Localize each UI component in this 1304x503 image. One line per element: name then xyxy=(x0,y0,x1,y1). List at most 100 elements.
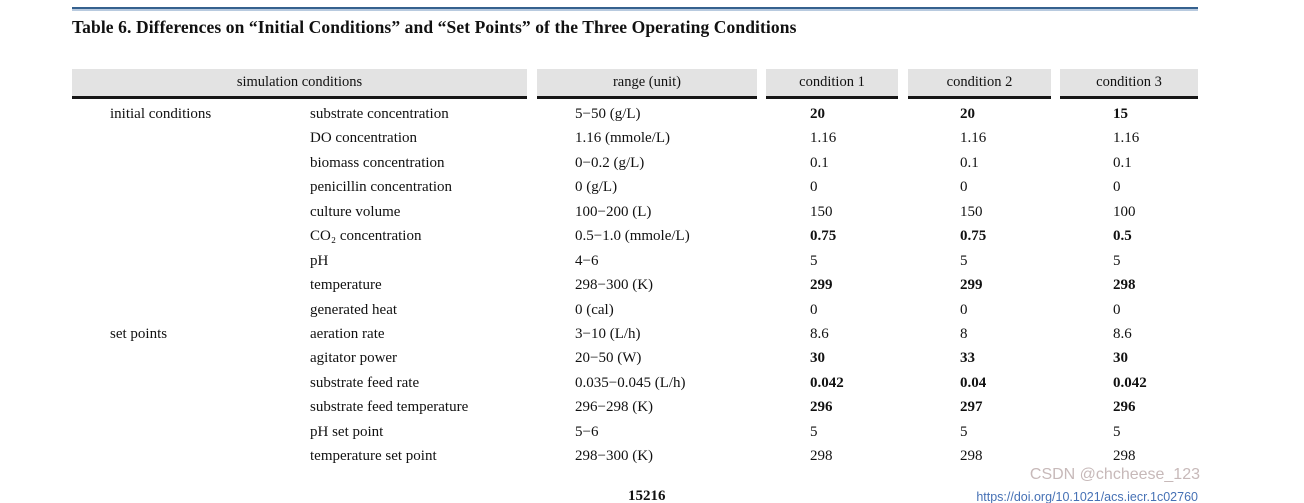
row-condition1-value: 20 xyxy=(810,106,825,122)
row-range-unit: 0 (g/L) xyxy=(575,179,618,196)
row-group-label xyxy=(72,175,310,199)
row-condition3-value: 298 xyxy=(1113,448,1136,465)
table-row: generated heat 0 (cal) 0 0 0 xyxy=(72,298,1198,322)
row-group-label xyxy=(72,371,310,395)
table-row: substrate feed temperature 296−298 (K) 2… xyxy=(72,395,1198,419)
table-row: temperature 298−300 (K) 299 299 298 xyxy=(72,273,1198,297)
row-condition1-value: 5 xyxy=(810,423,818,440)
watermark-text: CSDN @chcheese_123 xyxy=(1029,466,1200,483)
row-range-unit: 100−200 (L) xyxy=(575,203,652,220)
table-body: initial conditions substrate concentrati… xyxy=(72,102,1198,469)
row-condition1-value: 0 xyxy=(810,301,818,318)
header-range-unit: range (unit) xyxy=(537,69,757,99)
row-range-unit: 0.035−0.045 (L/h) xyxy=(575,374,686,391)
header-condition-1: condition 1 xyxy=(766,69,898,99)
row-parameter-label: agitator power xyxy=(310,350,398,367)
row-condition2-value: 0.04 xyxy=(960,374,987,391)
row-range-unit: 0.5−1.0 (mmole/L) xyxy=(575,228,690,245)
row-group-label xyxy=(72,151,310,175)
row-parameter-label: culture volume xyxy=(310,203,401,220)
row-range-unit: 298−300 (K) xyxy=(575,448,654,465)
row-range-unit: 296−298 (K) xyxy=(575,399,654,416)
row-condition2-value: 5 xyxy=(960,252,968,269)
row-condition2-value: 299 xyxy=(960,277,983,294)
row-condition1-value: 0 xyxy=(810,179,818,196)
row-range-unit: 4−6 xyxy=(575,252,599,269)
row-range-unit: 20−50 (W) xyxy=(575,350,642,367)
row-condition2-value: 0.75 xyxy=(960,228,987,245)
row-condition3-value: 298 xyxy=(1113,277,1136,294)
row-parameter-label: substrate feed temperature xyxy=(310,399,469,416)
row-condition3-value: 0.5 xyxy=(1113,228,1132,245)
row-group-label xyxy=(72,273,310,297)
row-parameter-label: temperature xyxy=(310,277,382,294)
row-condition2-value: 0 xyxy=(960,301,968,318)
row-range-unit: 5−50 (g/L) xyxy=(575,106,641,122)
row-range-unit: 3−10 (L/h) xyxy=(575,325,641,342)
row-condition3-value: 0 xyxy=(1113,301,1121,318)
row-condition2-value: 20 xyxy=(960,106,975,122)
row-group-label: set points xyxy=(110,325,168,342)
row-range-unit: 5−6 xyxy=(575,423,599,440)
row-condition1-value: 150 xyxy=(810,203,833,220)
row-parameter-label: substrate feed rate xyxy=(310,374,420,391)
doi-link[interactable]: https://doi.org/10.1021/acs.iecr.1c02760 xyxy=(976,490,1198,503)
row-parameter-label: biomass concentration xyxy=(310,154,445,171)
table-row: temperature set point 298−300 (K) 298 29… xyxy=(72,444,1198,468)
row-parameter-label: substrate concentration xyxy=(310,106,449,122)
row-condition2-value: 0.1 xyxy=(960,154,979,171)
row-condition3-value: 296 xyxy=(1113,399,1136,416)
row-condition2-value: 1.16 xyxy=(960,130,987,147)
row-group-label xyxy=(72,200,310,224)
row-condition3-value: 100 xyxy=(1113,203,1136,220)
table-row: pH 4−6 5 5 5 xyxy=(72,249,1198,273)
top-rule-light xyxy=(72,9,1198,11)
row-condition1-value: 1.16 xyxy=(810,130,837,147)
row-condition2-value: 5 xyxy=(960,423,968,440)
row-condition1-value: 30 xyxy=(810,350,825,367)
table-header-row: simulation conditions range (unit) condi… xyxy=(72,69,1198,99)
row-condition1-value: 8.6 xyxy=(810,325,829,342)
row-parameter-label: DO concentration xyxy=(310,130,418,147)
row-group-label xyxy=(72,346,310,370)
table-row: biomass concentration 0−0.2 (g/L) 0.1 0.… xyxy=(72,151,1198,175)
header-condition-2: condition 2 xyxy=(908,69,1051,99)
header-simulation-conditions: simulation conditions xyxy=(72,69,527,99)
row-condition1-value: 299 xyxy=(810,277,833,294)
row-group-label xyxy=(72,126,310,150)
table-row: agitator power 20−50 (W) 30 33 30 xyxy=(72,346,1198,370)
row-condition1-value: 0.1 xyxy=(810,154,829,171)
row-group-label: initial conditions xyxy=(110,106,212,122)
row-condition3-value: 15 xyxy=(1113,106,1128,122)
row-range-unit: 298−300 (K) xyxy=(575,277,654,294)
row-parameter-label: pH set point xyxy=(310,423,384,440)
row-condition2-value: 150 xyxy=(960,203,983,220)
table-title: Table 6. Differences on “Initial Conditi… xyxy=(72,17,797,37)
row-parameter-label: penicillin concentration xyxy=(310,179,453,196)
header-condition-3: condition 3 xyxy=(1060,69,1198,99)
table-row: substrate feed rate 0.035−0.045 (L/h) 0.… xyxy=(72,371,1198,395)
row-condition3-value: 5 xyxy=(1113,252,1121,269)
table-row: CO₂ concentration 0.5−1.0 (mmole/L) 0.75… xyxy=(72,224,1198,248)
row-condition3-value: 1.16 xyxy=(1113,130,1140,147)
row-condition3-value: 0 xyxy=(1113,179,1121,196)
table-row: DO concentration 1.16 (mmole/L) 1.16 1.1… xyxy=(72,126,1198,150)
row-condition3-value: 0.042 xyxy=(1113,374,1147,391)
table-row: pH set point 5−6 5 5 5 xyxy=(72,420,1198,444)
row-group-label xyxy=(72,420,310,444)
row-condition1-value: 296 xyxy=(810,399,833,416)
row-group-label xyxy=(72,224,310,248)
row-parameter-label: generated heat xyxy=(310,301,398,318)
table-row: penicillin concentration 0 (g/L) 0 0 0 xyxy=(72,175,1198,199)
row-condition2-value: 298 xyxy=(960,448,983,465)
row-condition1-value: 5 xyxy=(810,252,818,269)
table-row: initial conditions substrate concentrati… xyxy=(72,102,1198,126)
row-condition2-value: 0 xyxy=(960,179,968,196)
row-group-label xyxy=(72,298,310,322)
row-range-unit: 0 (cal) xyxy=(575,301,614,318)
row-condition2-value: 297 xyxy=(960,399,983,416)
row-condition2-value: 33 xyxy=(960,350,975,367)
row-condition1-value: 298 xyxy=(810,448,833,465)
row-parameter-label: pH xyxy=(310,252,329,269)
